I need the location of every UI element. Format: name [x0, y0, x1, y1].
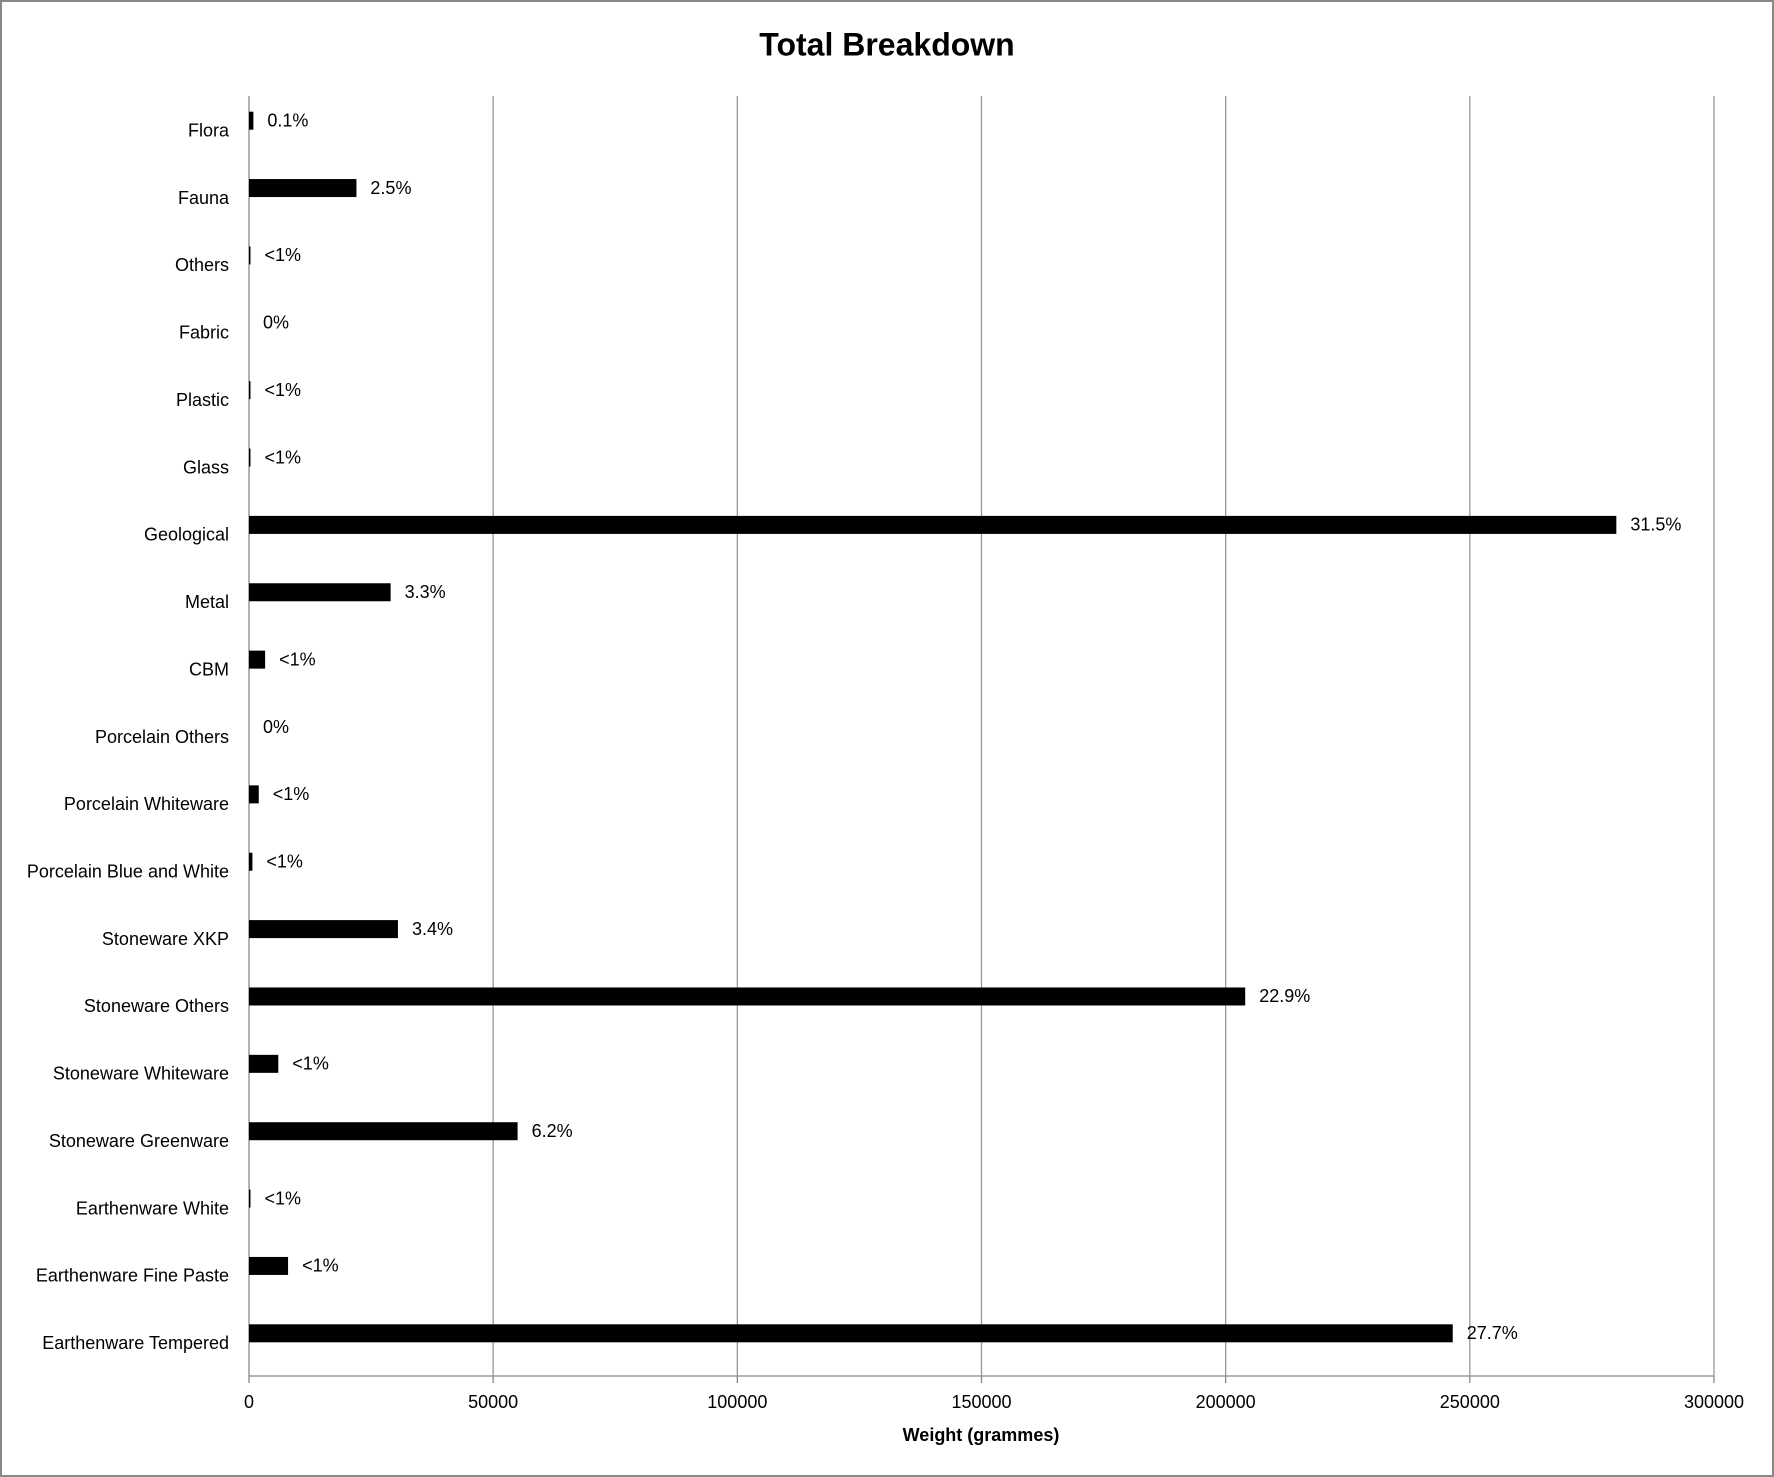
y-tick-label: Fauna [178, 188, 230, 208]
data-label: 6.2% [532, 1121, 573, 1141]
y-tick-label: Fabric [179, 323, 229, 343]
y-tick-label: Stoneware XKP [102, 929, 229, 949]
bar [249, 515, 1617, 534]
data-label: <1% [273, 784, 310, 804]
bar [249, 246, 251, 265]
bar [249, 920, 398, 939]
data-label: 27.7% [1467, 1323, 1518, 1343]
bar [249, 650, 266, 669]
y-tick-label: Earthenware Fine Paste [36, 1266, 229, 1286]
y-tick-label: Stoneware Others [84, 996, 229, 1016]
data-label: <1% [266, 851, 303, 871]
data-label: <1% [302, 1256, 339, 1276]
data-label: <1% [264, 1188, 301, 1208]
data-label: <1% [264, 447, 301, 467]
x-tick-label: 100000 [707, 1392, 767, 1412]
y-tick-label: Metal [185, 592, 229, 612]
y-tick-label: Porcelain Others [95, 727, 229, 747]
bar [249, 1122, 518, 1141]
y-tick-label: Earthenware Tempered [42, 1333, 229, 1353]
x-tick-label: 50000 [468, 1392, 518, 1412]
y-tick-label: Flora [188, 120, 230, 140]
data-label: <1% [264, 245, 301, 265]
bar [249, 179, 357, 198]
y-tick-label: Glass [183, 457, 229, 477]
x-tick-label: 250000 [1440, 1392, 1500, 1412]
y-tick-label: CBM [189, 659, 229, 679]
data-label: 0.1% [267, 110, 308, 130]
bar [249, 1256, 289, 1275]
data-label: <1% [264, 380, 301, 400]
data-label: <1% [292, 1054, 329, 1074]
bar [249, 111, 254, 130]
x-tick-label: 0 [244, 1392, 254, 1412]
y-tick-label: Porcelain Blue and White [27, 861, 229, 881]
data-label: 0% [263, 717, 289, 737]
data-label: 22.9% [1259, 986, 1310, 1006]
y-tick-label: Stoneware Whiteware [53, 1064, 229, 1084]
data-label: 3.4% [412, 919, 453, 939]
bar [249, 1324, 1453, 1343]
data-label: 3.3% [405, 582, 446, 602]
bar [249, 852, 253, 871]
bar [249, 583, 391, 602]
bar [249, 785, 259, 804]
data-label: <1% [279, 649, 316, 669]
data-label: 0% [263, 313, 289, 333]
bar [249, 987, 1246, 1006]
bar [249, 1189, 251, 1208]
y-tick-label: Stoneware Greenware [49, 1131, 229, 1151]
bar [249, 381, 251, 400]
bar [249, 1054, 279, 1073]
data-label: 2.5% [370, 178, 411, 198]
y-tick-label: Porcelain Whiteware [64, 794, 229, 814]
bar [249, 448, 251, 467]
y-tick-label: Earthenware White [76, 1198, 229, 1218]
y-tick-label: Others [175, 255, 229, 275]
x-tick-label: 300000 [1684, 1392, 1744, 1412]
y-tick-label: Plastic [176, 390, 229, 410]
x-tick-label: 150000 [951, 1392, 1011, 1412]
x-tick-label: 200000 [1196, 1392, 1256, 1412]
chart-title: Total Breakdown [759, 26, 1014, 62]
data-label: 31.5% [1630, 515, 1681, 535]
x-axis-title: Weight (grammes) [903, 1425, 1060, 1445]
y-tick-label: Geological [144, 525, 229, 545]
